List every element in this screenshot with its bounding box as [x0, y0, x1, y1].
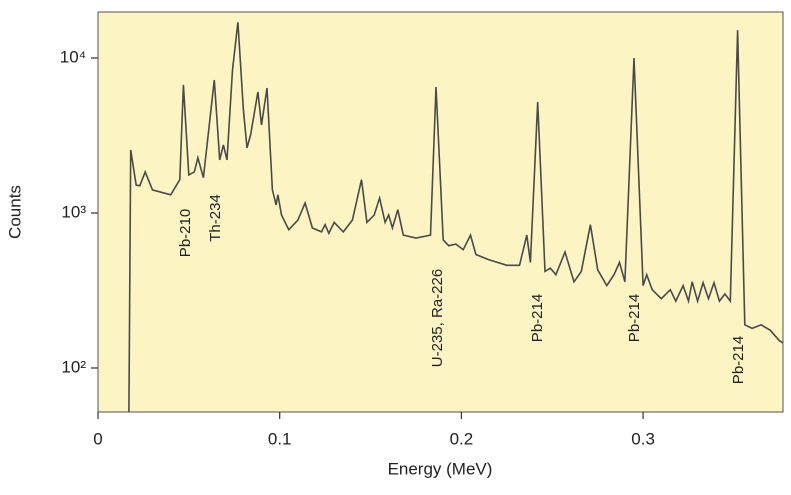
peak-annotation: Th-234: [207, 194, 224, 242]
x-tick-label: 0: [93, 429, 102, 448]
y-tick-label: 10⁴: [60, 47, 86, 66]
y-axis-label: Counts: [5, 185, 24, 239]
peak-annotation: U-235, Ra-226: [429, 269, 446, 367]
peak-annotation: Pb-210: [177, 209, 194, 257]
peak-annotation: Pb-214: [730, 336, 747, 384]
x-tick-label: 0.1: [268, 429, 292, 448]
y-tick-label: 10²: [61, 357, 86, 376]
plot-background: [97, 11, 784, 413]
y-tick-label: 10³: [61, 202, 86, 221]
x-tick-label: 0.2: [450, 429, 474, 448]
x-axis-label: Energy (MeV): [388, 459, 493, 478]
peak-annotation: Pb-214: [626, 294, 643, 342]
peak-annotation: Pb-214: [529, 294, 546, 342]
x-tick-label: 0.3: [631, 429, 655, 448]
spectrum-line: [128, 22, 784, 413]
